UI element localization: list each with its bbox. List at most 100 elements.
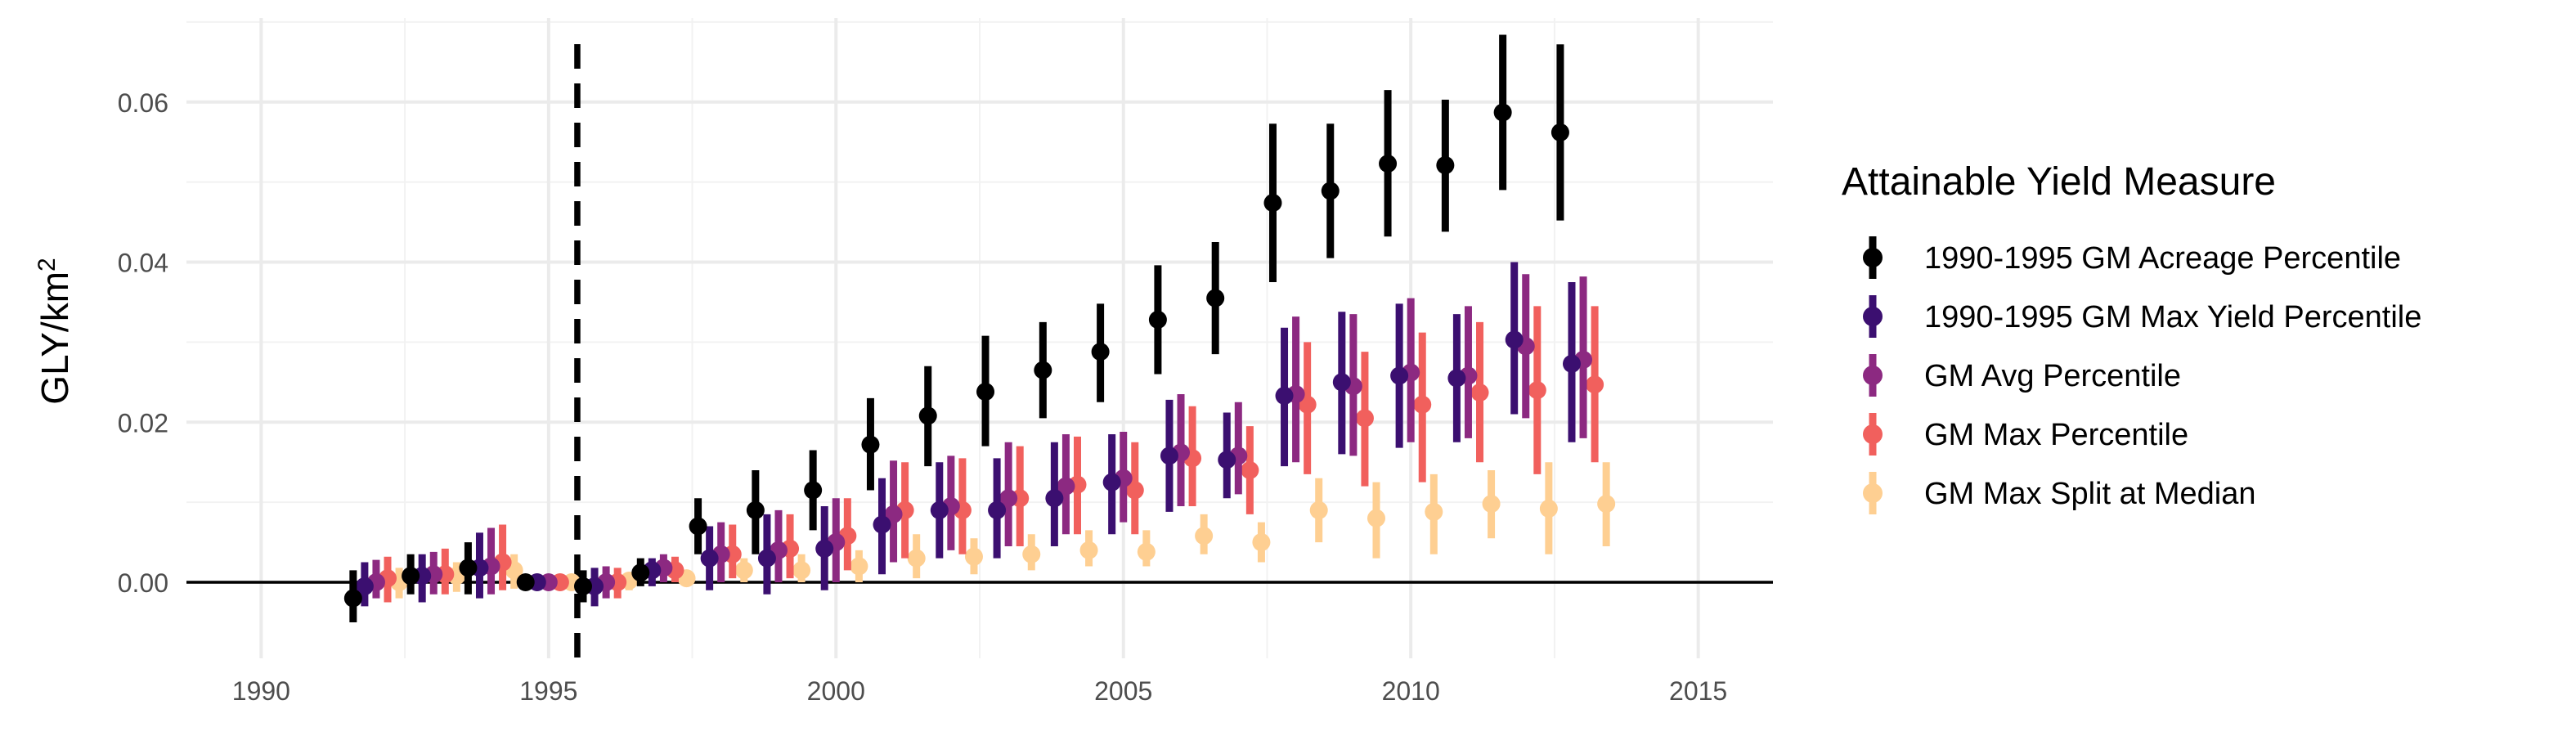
data-point bbox=[1597, 495, 1616, 514]
x-axis-ticks: 1990 1995 2000 2005 2010 2015 bbox=[232, 676, 1727, 706]
data-point bbox=[1447, 369, 1466, 388]
data-point bbox=[873, 515, 891, 534]
data-point bbox=[792, 561, 811, 580]
y-tick-label: 0.00 bbox=[118, 568, 168, 598]
data-point bbox=[1436, 156, 1455, 175]
legend-label: GM Max Percentile bbox=[1924, 418, 2188, 452]
data-point bbox=[1470, 384, 1489, 402]
data-point bbox=[574, 577, 592, 595]
data-point bbox=[804, 481, 823, 500]
data-point bbox=[1195, 527, 1214, 545]
data-point bbox=[516, 573, 535, 592]
legend-key-point bbox=[1863, 307, 1883, 326]
data-point bbox=[343, 589, 362, 608]
data-point bbox=[1125, 481, 1144, 500]
data-point bbox=[1034, 361, 1052, 379]
data-point bbox=[689, 517, 707, 536]
data-point bbox=[907, 549, 926, 568]
data-point bbox=[1102, 473, 1121, 491]
series-2 bbox=[355, 262, 1581, 607]
data-point bbox=[1252, 533, 1271, 552]
data-point bbox=[964, 547, 983, 566]
data-point bbox=[1562, 354, 1581, 373]
legend-label: GM Max Split at Median bbox=[1924, 477, 2255, 511]
data-point bbox=[976, 383, 995, 402]
legend-key-point bbox=[1863, 366, 1883, 385]
data-point bbox=[918, 406, 937, 425]
data-point bbox=[1148, 310, 1167, 329]
data-point bbox=[1321, 182, 1340, 200]
legend-key-point bbox=[1863, 483, 1883, 503]
legend-label: GM Avg Percentile bbox=[1924, 359, 2181, 393]
data-point bbox=[1045, 489, 1064, 508]
y-tick-label: 0.04 bbox=[118, 249, 168, 278]
legend-title: Attainable Yield Measure bbox=[1842, 160, 2276, 204]
data-point bbox=[1505, 330, 1524, 349]
data-point bbox=[999, 489, 1018, 508]
y-axis-title: GLY/km2 bbox=[34, 258, 76, 404]
data-point bbox=[988, 500, 1007, 519]
data-point bbox=[1413, 395, 1432, 414]
data-point bbox=[631, 563, 650, 582]
data-point bbox=[1539, 499, 1558, 518]
x-tick-label: 2015 bbox=[1669, 676, 1727, 706]
data-point bbox=[1241, 460, 1259, 479]
legend: Attainable Yield Measure 1990-1995 GM Ac… bbox=[1842, 160, 2421, 514]
legend-item: 1990-1995 GM Acreage Percentile bbox=[1863, 236, 2401, 279]
data-point bbox=[1218, 451, 1236, 469]
x-tick-label: 1990 bbox=[232, 676, 290, 706]
data-point bbox=[1482, 495, 1501, 514]
data-point bbox=[700, 549, 719, 568]
data-point bbox=[1137, 542, 1156, 561]
data-point bbox=[1022, 545, 1041, 563]
data-point bbox=[1298, 395, 1317, 414]
legend-key-point bbox=[1863, 248, 1883, 267]
data-point bbox=[861, 435, 880, 454]
data-point bbox=[746, 500, 765, 519]
legend-item: GM Avg Percentile bbox=[1863, 354, 2181, 397]
data-point bbox=[355, 577, 374, 595]
data-point bbox=[1079, 541, 1098, 559]
y-tick-label: 0.06 bbox=[118, 88, 168, 118]
data-point bbox=[815, 539, 834, 558]
y-axis-title-superscript: 2 bbox=[34, 258, 61, 272]
series-1 bbox=[343, 34, 1569, 622]
data-point bbox=[1367, 509, 1385, 527]
data-point bbox=[1355, 409, 1374, 428]
y-axis-title-text: GLY/km bbox=[34, 272, 76, 405]
legend-items: 1990-1995 GM Acreage Percentile 1990-1995… bbox=[1863, 236, 2421, 514]
legend-label: 1990-1995 GM Acreage Percentile bbox=[1924, 241, 2401, 276]
data-point bbox=[1528, 381, 1546, 400]
x-tick-label: 2005 bbox=[1094, 676, 1152, 706]
x-tick-label: 1995 bbox=[519, 676, 577, 706]
legend-label: 1990-1995 GM Max Yield Percentile bbox=[1924, 300, 2421, 334]
data-point bbox=[1379, 155, 1398, 173]
legend-item: GM Max Split at Median bbox=[1863, 472, 2255, 514]
series-5 bbox=[390, 462, 1616, 599]
data-point bbox=[1551, 123, 1569, 141]
data-point bbox=[1160, 447, 1178, 465]
data-point bbox=[1275, 386, 1294, 405]
data-point bbox=[757, 549, 776, 568]
legend-key-point bbox=[1863, 424, 1883, 444]
data-point bbox=[1493, 103, 1512, 122]
data-point bbox=[1091, 343, 1110, 361]
data-marks bbox=[343, 34, 1616, 622]
y-tick-label: 0.02 bbox=[118, 408, 168, 438]
data-point bbox=[850, 557, 868, 576]
legend-item: GM Max Percentile bbox=[1863, 413, 2188, 456]
data-point bbox=[1425, 502, 1443, 521]
data-point bbox=[1390, 366, 1409, 385]
x-tick-label: 2010 bbox=[1382, 676, 1440, 706]
data-point bbox=[884, 505, 903, 523]
data-point bbox=[1586, 375, 1604, 394]
data-point bbox=[402, 567, 420, 586]
y-axis-ticks: 0.00 0.02 0.04 0.06 bbox=[118, 88, 168, 598]
series-4 bbox=[379, 306, 1604, 603]
data-point bbox=[1057, 477, 1075, 496]
legend-item: 1990-1995 GM Max Yield Percentile bbox=[1863, 295, 2421, 338]
data-point bbox=[459, 559, 478, 577]
data-point bbox=[1263, 194, 1282, 213]
data-point bbox=[1206, 289, 1225, 307]
